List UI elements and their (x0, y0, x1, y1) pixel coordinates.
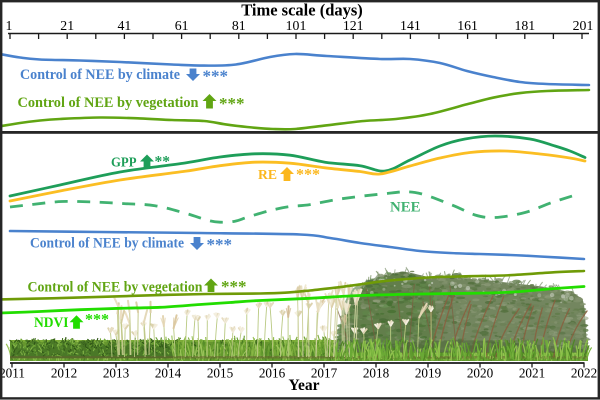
svg-text:2013: 2013 (103, 366, 130, 381)
svg-text:***: *** (296, 167, 320, 184)
svg-text:2019: 2019 (415, 366, 442, 381)
svg-text:1: 1 (6, 18, 13, 33)
svg-text:***: *** (207, 235, 233, 254)
svg-text:Control of NEE by vegetation: Control of NEE by vegetation (18, 95, 200, 111)
svg-text:***: *** (85, 312, 109, 329)
svg-text:2011: 2011 (0, 366, 25, 381)
svg-text:Control of NEE by vegetation: Control of NEE by vegetation (28, 280, 204, 296)
svg-text:201: 201 (573, 18, 594, 33)
svg-text:41: 41 (118, 18, 132, 33)
svg-text:2020: 2020 (467, 366, 494, 381)
svg-text:***: *** (203, 67, 229, 86)
svg-text:**: ** (155, 154, 171, 171)
svg-text:2017: 2017 (311, 366, 338, 381)
svg-text:61: 61 (175, 18, 189, 33)
svg-text:2022: 2022 (571, 366, 597, 381)
svg-text:***: *** (221, 277, 247, 296)
svg-text:181: 181 (514, 18, 535, 33)
svg-text:2021: 2021 (519, 366, 545, 381)
svg-text:161: 161 (457, 18, 478, 33)
svg-text:Control of NEE by climate: Control of NEE by climate (20, 67, 180, 83)
svg-text:2016: 2016 (259, 366, 286, 381)
svg-text:GPP: GPP (111, 155, 137, 170)
svg-text:2012: 2012 (51, 366, 77, 381)
svg-text:101: 101 (286, 18, 307, 33)
svg-text:81: 81 (232, 18, 246, 33)
svg-text:121: 121 (343, 18, 364, 33)
svg-text:2015: 2015 (207, 366, 234, 381)
svg-text:NEE: NEE (390, 200, 421, 216)
svg-text:21: 21 (60, 18, 74, 33)
svg-text:Time scale (days): Time scale (days) (241, 1, 363, 20)
svg-text:RE: RE (258, 167, 277, 182)
svg-text:2018: 2018 (363, 366, 390, 381)
svg-text:Control of NEE by climate: Control of NEE by climate (30, 236, 184, 252)
svg-text:2014: 2014 (155, 366, 182, 381)
svg-text:Year: Year (289, 377, 320, 394)
svg-text:141: 141 (400, 18, 421, 33)
svg-text:NDVI: NDVI (34, 315, 69, 331)
svg-text:***: *** (219, 94, 245, 113)
